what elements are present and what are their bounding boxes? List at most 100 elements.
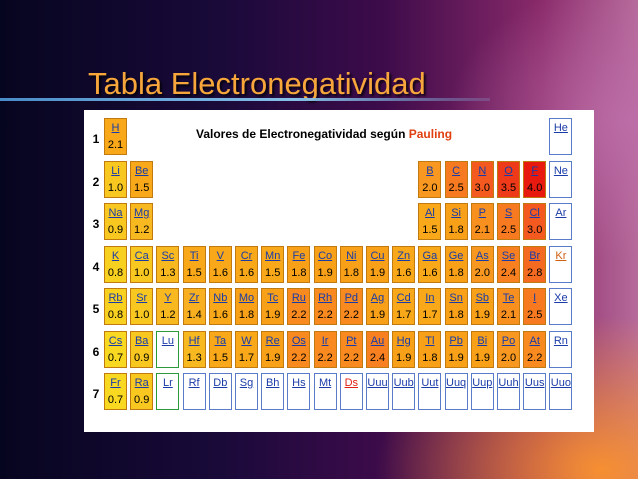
element-cell-lu[interactable]: Lu [156,330,180,368]
element-cell-be[interactable]: Be 1.5 [130,160,154,198]
element-cell-uus[interactable]: Uus [523,373,547,410]
element-cell-au[interactable]: Au 2.4 [366,330,389,368]
element-symbol[interactable]: Mn [265,249,281,262]
element-cell-in[interactable]: In 1.7 [418,288,442,325]
element-symbol[interactable]: B [426,164,434,177]
element-symbol[interactable]: Zn [397,249,411,262]
element-cell-uut[interactable]: Uut [418,373,442,410]
element-symbol[interactable]: Uuh [498,377,519,389]
element-symbol[interactable]: N [478,164,487,177]
element-cell-ra[interactable]: Ra 0.9 [130,373,154,410]
element-symbol[interactable]: Nb [213,292,228,304]
element-cell-b[interactable]: B 2.0 [418,160,442,198]
element-cell-db[interactable]: Db [208,373,232,410]
element-cell-ni[interactable]: Ni 1.8 [339,245,363,283]
element-symbol[interactable]: Rb [108,292,123,304]
element-symbol[interactable]: Y [164,292,172,304]
element-cell-f[interactable]: F 4.0 [523,160,547,198]
element-symbol[interactable]: Fr [110,377,121,389]
element-cell-i[interactable]: I 2.5 [523,288,547,325]
element-symbol[interactable]: O [504,164,513,177]
element-cell-se[interactable]: Se 2.4 [497,245,520,283]
element-cell-sg[interactable]: Sg [235,373,258,410]
element-symbol[interactable]: W [241,334,252,347]
element-symbol[interactable]: Zr [188,292,200,304]
element-cell-bi[interactable]: Bi 1.9 [470,330,494,368]
element-symbol[interactable]: As [475,249,489,262]
element-cell-uup[interactable]: Uup [470,373,494,410]
element-cell-pb[interactable]: Pb 1.9 [444,330,468,368]
element-symbol[interactable]: Ba [134,334,149,347]
element-symbol[interactable]: At [529,334,540,347]
element-symbol[interactable]: Os [291,334,306,347]
element-symbol[interactable]: Ru [291,292,306,304]
element-symbol[interactable]: H [111,122,120,134]
element-cell-zn[interactable]: Zn 1.6 [392,245,416,283]
element-cell-kr[interactable]: Kr [549,245,573,283]
element-symbol[interactable]: Na [108,207,123,219]
element-cell-si[interactable]: Si 1.8 [444,203,468,240]
element-cell-mg[interactable]: Mg 1.2 [130,203,154,240]
element-symbol[interactable]: Ta [214,334,227,347]
element-cell-cs[interactable]: Cs 0.7 [104,330,127,368]
element-symbol[interactable]: Ar [555,207,567,219]
element-cell-ti[interactable]: Ti 1.5 [182,245,206,283]
element-cell-c[interactable]: C 2.5 [444,160,468,198]
element-symbol[interactable]: Cr [240,249,253,262]
element-symbol[interactable]: Uuq [446,377,467,389]
element-symbol[interactable]: Tl [425,334,435,347]
element-cell-v[interactable]: V 1.6 [208,245,232,283]
element-symbol[interactable]: Pd [344,292,359,304]
element-symbol[interactable]: Ds [344,377,359,389]
element-symbol[interactable]: Ir [321,334,329,347]
element-symbol[interactable]: Sb [475,292,490,304]
element-symbol[interactable]: Bh [265,377,280,389]
element-symbol[interactable]: Rn [553,334,568,347]
element-cell-hg[interactable]: Hg 1.9 [392,330,416,368]
element-cell-cl[interactable]: Cl 3.0 [523,203,547,240]
element-cell-uub[interactable]: Uub [392,373,416,410]
element-symbol[interactable]: He [553,122,568,134]
element-symbol[interactable]: Cl [529,207,540,219]
element-cell-re[interactable]: Re 1.9 [261,330,285,368]
element-cell-cr[interactable]: Cr 1.6 [235,245,258,283]
element-symbol[interactable]: Li [111,164,120,177]
element-cell-uuu[interactable]: Uuu [366,373,389,410]
element-cell-ga[interactable]: Ga 1.6 [418,245,442,283]
element-cell-ta[interactable]: Ta 1.5 [208,330,232,368]
element-symbol[interactable]: Ag [370,292,385,304]
element-cell-ir[interactable]: Ir 2.2 [313,330,337,368]
element-cell-pt[interactable]: Pt 2.2 [339,330,363,368]
element-cell-ne[interactable]: Ne [549,160,573,198]
element-cell-w[interactable]: W 1.7 [235,330,258,368]
element-symbol[interactable]: Te [502,292,515,304]
element-symbol[interactable]: Re [265,334,280,347]
element-symbol[interactable]: Co [318,249,333,262]
element-cell-rn[interactable]: Rn [549,330,573,368]
element-cell-uuq[interactable]: Uuq [444,373,468,410]
element-symbol[interactable]: I [533,292,537,304]
element-symbol[interactable]: Hf [188,334,200,347]
element-cell-sr[interactable]: Sr 1.0 [130,288,154,325]
element-cell-uuh[interactable]: Uuh [497,373,520,410]
element-cell-ag[interactable]: Ag 1.9 [366,288,389,325]
element-cell-co[interactable]: Co 1.9 [313,245,337,283]
element-symbol[interactable]: Ti [189,249,199,262]
element-cell-ca[interactable]: Ca 1.0 [130,245,154,283]
element-cell-n[interactable]: N 3.0 [470,160,494,198]
element-symbol[interactable]: Pt [346,334,357,347]
element-symbol[interactable]: Be [134,164,149,177]
element-symbol[interactable]: Xe [554,292,568,304]
element-symbol[interactable]: Ga [422,249,438,262]
element-cell-sc[interactable]: Sc 1.3 [156,245,180,283]
element-symbol[interactable]: Uut [421,377,439,389]
element-cell-tc[interactable]: Tc 1.9 [261,288,285,325]
element-symbol[interactable]: Mo [238,292,255,304]
element-cell-fe[interactable]: Fe 1.8 [287,245,311,283]
element-symbol[interactable]: Si [451,207,461,219]
element-symbol[interactable]: Bi [477,334,488,347]
element-symbol[interactable]: Uus [524,377,545,389]
element-symbol[interactable]: Ca [134,249,149,262]
element-cell-zr[interactable]: Zr 1.4 [182,288,206,325]
element-symbol[interactable]: Uup [472,377,493,389]
